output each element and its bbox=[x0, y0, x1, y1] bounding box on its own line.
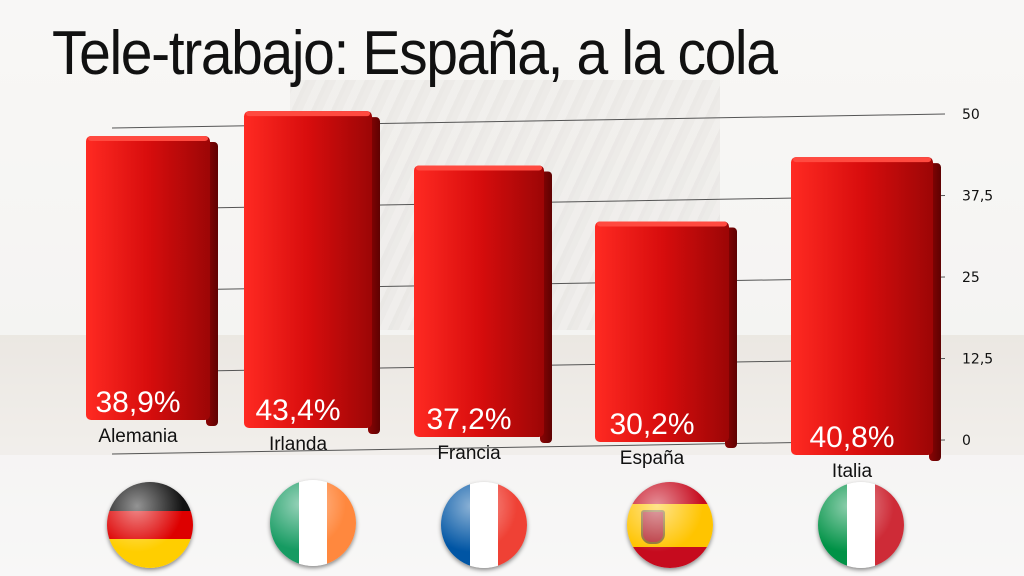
bar-alemania bbox=[86, 136, 218, 426]
bar-españa bbox=[595, 221, 737, 448]
category-label: España bbox=[620, 448, 685, 469]
value-label: 30,2% bbox=[609, 408, 694, 441]
bar-top bbox=[597, 221, 727, 227]
bar-irlanda bbox=[244, 111, 380, 435]
y-tick-label: 50 bbox=[962, 107, 980, 123]
bar-top bbox=[793, 157, 931, 163]
bar-top bbox=[416, 165, 542, 171]
category-label: Alemania bbox=[98, 426, 178, 447]
value-label: 43,4% bbox=[255, 394, 340, 427]
y-tick-label: 0 bbox=[962, 433, 971, 449]
y-tick-label: 25 bbox=[962, 270, 980, 286]
y-tick-label: 12,5 bbox=[962, 352, 993, 368]
value-label: 40,8% bbox=[809, 421, 894, 454]
bar-top bbox=[246, 111, 370, 117]
chart-title: Tele-trabajo: España, a la cola bbox=[52, 19, 778, 88]
bar-labels: 38,9% Alemania 43,4% Irlanda 37,2% Francia 30,… bbox=[95, 386, 894, 482]
y-axis-ticks: 0 12,5 25 37,5 50 bbox=[962, 107, 993, 449]
bar-italia bbox=[791, 157, 941, 461]
bar bbox=[595, 221, 729, 442]
bar bbox=[244, 111, 372, 429]
italy-flag-icon bbox=[818, 482, 904, 568]
value-label: 38,9% bbox=[95, 386, 180, 419]
germany-flag-icon bbox=[107, 482, 193, 568]
bar bbox=[791, 157, 933, 455]
bar-francia bbox=[414, 165, 552, 443]
y-tick-label: 37,5 bbox=[962, 189, 993, 205]
spain-flag-icon bbox=[627, 482, 713, 568]
category-label: Irlanda bbox=[269, 434, 328, 455]
bar-top bbox=[88, 136, 208, 142]
gridline bbox=[111, 113, 946, 129]
bars bbox=[86, 111, 941, 461]
bar bbox=[86, 136, 210, 420]
category-label: Francia bbox=[437, 443, 501, 464]
ireland-flag-icon bbox=[270, 480, 356, 566]
value-label: 37,2% bbox=[426, 403, 511, 436]
bar bbox=[414, 165, 544, 437]
france-flag-icon bbox=[441, 482, 527, 568]
category-label: Italia bbox=[832, 461, 873, 482]
